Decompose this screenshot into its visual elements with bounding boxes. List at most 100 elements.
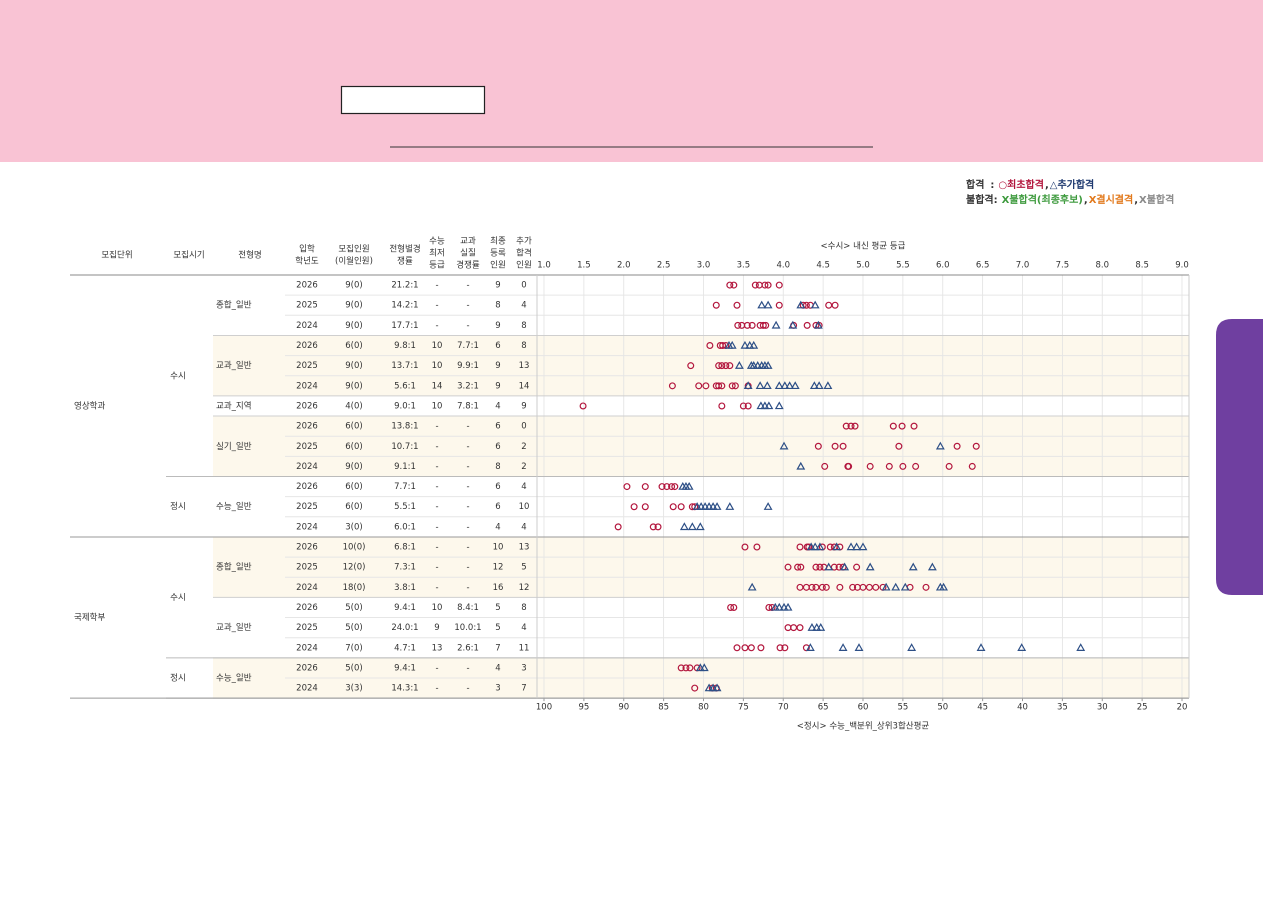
cell: 3 xyxy=(521,663,526,673)
first-pass-point xyxy=(885,462,893,470)
column-header: 모집시기 xyxy=(173,250,204,261)
first-pass-point xyxy=(972,442,980,450)
first-pass-point xyxy=(654,523,662,531)
added-pass-point xyxy=(891,582,901,591)
cell: 5 xyxy=(521,563,526,573)
first-pass-point xyxy=(727,603,735,611)
first-pass-point xyxy=(579,402,587,410)
added-pass-point xyxy=(712,502,722,510)
cell: 17.7:1 xyxy=(391,321,418,331)
cell: - xyxy=(466,442,469,452)
added-pass-point xyxy=(816,623,826,631)
cell: 9.0:1 xyxy=(394,401,416,411)
added-pass-point xyxy=(774,602,784,611)
cell: - xyxy=(466,684,469,694)
added-pass-point xyxy=(815,542,825,551)
x2-tick-label: 20 xyxy=(1177,703,1188,713)
first-pass-point xyxy=(663,483,671,491)
cell: 11 xyxy=(519,643,530,653)
cell: - xyxy=(466,281,469,291)
cell: 21.2:1 xyxy=(391,281,418,291)
added-pass-point xyxy=(695,522,705,531)
added-pass-point xyxy=(881,582,891,591)
x2-tick-label: 80 xyxy=(698,703,709,713)
cell: 9.8:1 xyxy=(394,341,416,351)
first-pass-point xyxy=(842,422,850,430)
cell: 2025 xyxy=(296,361,318,371)
first-pass-point xyxy=(677,664,685,672)
cell: - xyxy=(435,482,438,492)
first-pass-point xyxy=(741,644,749,652)
added-pass-point xyxy=(699,663,709,672)
first-pass-point xyxy=(686,664,694,672)
added-pass-point xyxy=(780,381,790,390)
period-name: 정시 xyxy=(170,673,186,684)
column-header: 수능 xyxy=(429,237,445,247)
cell: 5(0) xyxy=(345,663,362,673)
header-box xyxy=(340,85,486,115)
cell: 5 xyxy=(495,623,500,633)
cell: - xyxy=(435,684,438,694)
cell: 4 xyxy=(495,522,500,532)
cell: 13.7:1 xyxy=(391,361,418,371)
cell: 2 xyxy=(521,462,526,472)
first-pass-point xyxy=(739,402,747,410)
cell: 9.4:1 xyxy=(394,663,416,673)
column-header: 등급 xyxy=(429,261,445,271)
first-pass-point xyxy=(748,321,756,329)
cell: - xyxy=(435,422,438,432)
cell: 4 xyxy=(495,401,500,411)
cell: 6 xyxy=(495,482,500,492)
x2-tick-label: 50 xyxy=(937,703,948,713)
added-pass-point xyxy=(743,381,753,390)
cell: - xyxy=(466,522,469,532)
cell: 10.7:1 xyxy=(391,442,418,452)
added-pass-point xyxy=(846,542,856,551)
added-pass-point xyxy=(814,381,824,390)
cell: 2025 xyxy=(296,502,318,512)
side-tab[interactable] xyxy=(1216,319,1263,595)
axis2-title: <정시> 수능_백분위_상위3합산평균 xyxy=(797,721,930,732)
first-pass-point xyxy=(715,362,723,370)
cell: 9(0) xyxy=(345,381,362,391)
x-tick-label: 7.0 xyxy=(1016,261,1030,271)
column-header: 전형별경 xyxy=(389,244,420,255)
first-pass-point xyxy=(849,583,857,591)
x2-tick-label: 65 xyxy=(818,703,829,713)
column-header: 경쟁률 xyxy=(456,260,480,271)
first-pass-point xyxy=(747,644,755,652)
cell: - xyxy=(466,301,469,311)
column-header: 입학 xyxy=(299,244,315,255)
first-pass-point xyxy=(764,281,772,289)
first-pass-point xyxy=(803,321,811,329)
cell: 9.1:1 xyxy=(394,462,416,472)
first-pass-point xyxy=(899,462,907,470)
cell: 2025 xyxy=(296,563,318,573)
column-header: 최저 xyxy=(429,248,445,259)
cell: - xyxy=(435,321,438,331)
added-pass-point xyxy=(779,441,789,450)
added-pass-point xyxy=(679,522,689,531)
unit-name: 영상학과 xyxy=(74,400,105,411)
added-pass-point xyxy=(788,320,798,329)
row-shade xyxy=(213,335,1189,396)
first-pass-point xyxy=(968,462,976,470)
cell: 0 xyxy=(521,422,526,432)
x-tick-label: 6.0 xyxy=(936,261,950,271)
cell: 9 xyxy=(495,361,500,371)
type-name: 실기_일반 xyxy=(216,441,252,452)
cell: - xyxy=(435,663,438,673)
first-pass-point xyxy=(912,462,920,470)
added-pass-point xyxy=(785,381,795,390)
first-pass-point xyxy=(796,543,804,551)
cell: 18(0) xyxy=(343,583,366,593)
first-pass-point xyxy=(898,422,906,430)
cell: 2026 xyxy=(296,422,318,432)
added-pass-point xyxy=(1076,643,1086,651)
added-pass-point xyxy=(927,562,937,571)
period-name: 정시 xyxy=(170,501,186,512)
x-tick-label: 4.5 xyxy=(816,261,830,271)
first-pass-point xyxy=(784,563,792,571)
cell: 6 xyxy=(495,502,500,512)
cell: - xyxy=(466,543,469,553)
